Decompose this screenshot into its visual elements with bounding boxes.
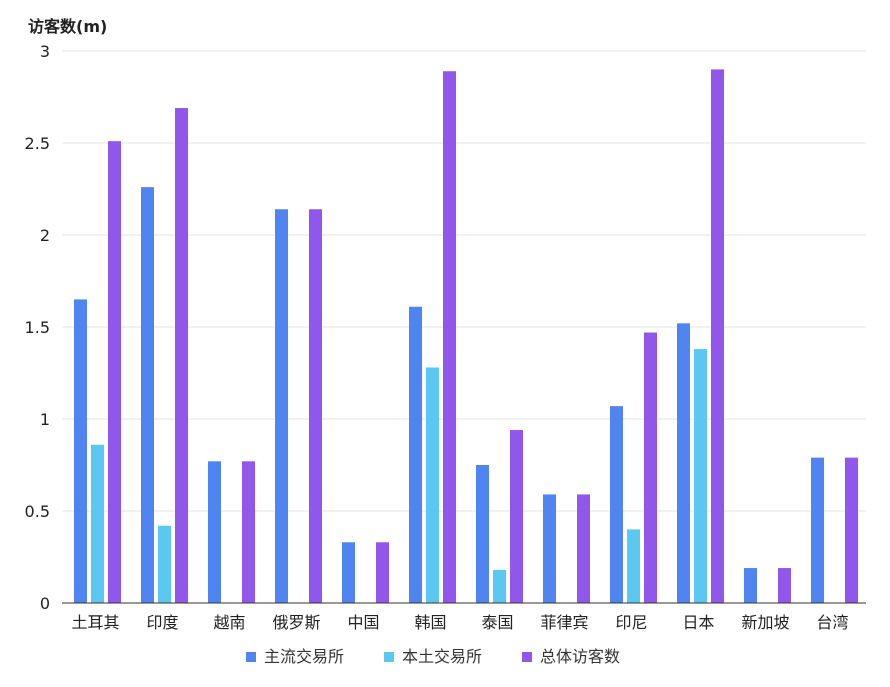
x-tick-label: 俄罗斯 (272, 613, 320, 632)
bar-3-0 (275, 209, 288, 604)
x-tick-label: 台湾 (816, 613, 848, 632)
bar-6-0 (476, 465, 489, 603)
grid-lines (62, 50, 866, 512)
x-tick-label: 泰国 (481, 613, 513, 632)
legend-item[interactable]: 主流交易所 (246, 647, 344, 666)
bar-5-2 (443, 71, 456, 604)
bar-1-1 (158, 525, 171, 603)
x-tick-label: 印尼 (615, 613, 647, 632)
y-tick-label: 1.5 (25, 318, 50, 337)
y-tick-label: 0.5 (25, 502, 50, 521)
legend-item[interactable]: 本土交易所 (384, 647, 482, 666)
x-tick-label: 中国 (347, 613, 379, 632)
bar-6-2 (510, 430, 523, 603)
bar-3-2 (309, 209, 322, 604)
bar-10-0 (744, 568, 757, 603)
bar-11-0 (811, 457, 824, 603)
bar-4-0 (342, 542, 355, 603)
legend-label: 总体访客数 (540, 647, 620, 666)
bar-7-2 (577, 494, 590, 603)
bar-9-2 (711, 69, 724, 603)
bar-5-0 (409, 306, 422, 603)
bar-4-2 (376, 542, 389, 603)
bar-11-2 (845, 457, 858, 603)
bar-1-0 (141, 187, 154, 603)
y-tick-label: 3 (40, 42, 50, 61)
bar-8-0 (610, 406, 623, 603)
bar-2-2 (242, 461, 255, 603)
x-tick-label: 土耳其 (71, 613, 119, 632)
x-tick-label: 韩国 (414, 613, 446, 632)
bar-9-1 (694, 349, 707, 603)
legend-swatch (522, 652, 532, 662)
bar-2-0 (208, 461, 221, 603)
x-tick-label: 日本 (682, 613, 714, 632)
legend[interactable]: 主流交易所 本土交易所 总体访客数 (246, 647, 620, 666)
bar-9-0 (677, 323, 690, 603)
x-tick-label: 新加坡 (741, 613, 789, 632)
bar-7-0 (543, 494, 556, 603)
y-tick-label: 0 (40, 594, 50, 613)
legend-swatch (246, 652, 256, 662)
x-tick-label: 印度 (146, 613, 178, 632)
legend-label: 主流交易所 (264, 647, 344, 666)
y-tick-label: 2.5 (25, 134, 50, 153)
legend-item[interactable]: 总体访客数 (522, 647, 620, 666)
x-axis-ticks: 土耳其 印度 越南 俄罗斯 中国 韩国 泰国 菲律宾 印尼 日本 新加坡 台湾 (71, 613, 848, 632)
legend-label: 本土交易所 (402, 647, 482, 666)
bar-6-1 (493, 569, 506, 603)
y-axis-ticks: 0 0.5 1 1.5 2 2.5 3 (25, 42, 50, 613)
bar-8-2 (644, 332, 657, 603)
bar-0-2 (108, 141, 121, 603)
x-tick-label: 越南 (213, 613, 245, 632)
y-tick-label: 1 (40, 410, 50, 429)
bar-8-1 (627, 529, 640, 603)
bar-10-2 (778, 568, 791, 603)
y-tick-label: 2 (40, 226, 50, 245)
bars (74, 69, 858, 604)
bar-5-1 (426, 367, 439, 603)
bar-0-0 (74, 299, 87, 603)
bar-1-2 (175, 108, 188, 603)
bar-0-1 (91, 444, 104, 603)
x-tick-label: 菲律宾 (540, 613, 588, 632)
y-axis-label: 访客数(m) (28, 17, 107, 36)
legend-swatch (384, 652, 394, 662)
